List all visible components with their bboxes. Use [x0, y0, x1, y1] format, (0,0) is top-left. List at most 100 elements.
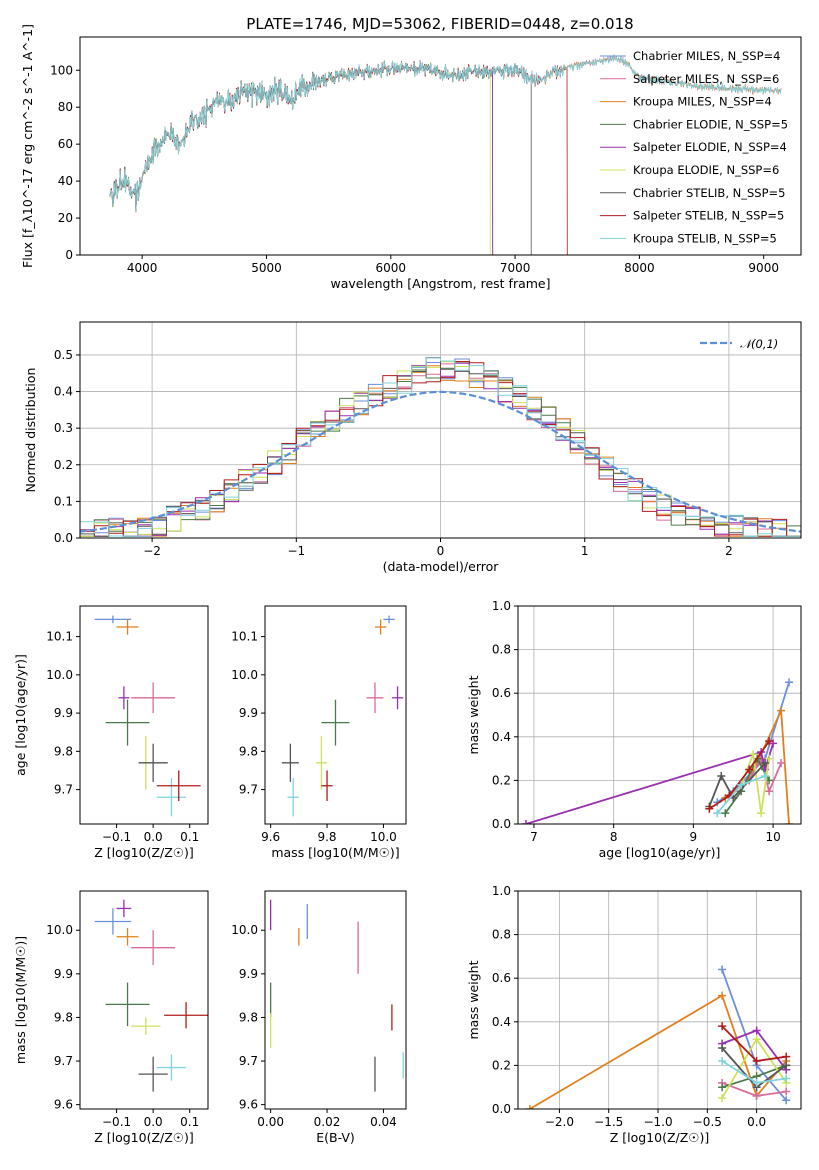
- x-tick-label: 0.00: [257, 1115, 284, 1129]
- y-tick-label: 10.0: [231, 668, 258, 682]
- x-tick-label: −2.0: [545, 1115, 574, 1129]
- x-tick-label: 9000: [748, 261, 779, 275]
- axes-frame: [517, 890, 802, 1110]
- axes-frame: [79, 36, 802, 256]
- x-tick-label: 9.8: [317, 830, 336, 844]
- x-tick-label: −0.1: [102, 830, 131, 844]
- x-tick-label: −0.5: [693, 1115, 722, 1129]
- plus-marker: [752, 1026, 761, 1035]
- age-vs-Z-axes: −0.1 0.0 0.1 9.7 9.8 9.9 10.0 10.1 Z [log10(Z/Z☉…: [13, 605, 209, 860]
- plus-marker: [745, 765, 754, 774]
- y-tick-label: 9.9: [239, 967, 258, 981]
- y-tick-label: 9.8: [239, 744, 258, 758]
- mass-vs-EBV-axes: 0.00 0.02 0.04 9.6 9.7 9.8 9.9 10.0 E(B-V): [231, 890, 407, 1145]
- axes-frame: [79, 605, 209, 825]
- y-tick-label: 0.6: [492, 971, 511, 985]
- plus-marker: [705, 804, 714, 813]
- x-tick-label: 5000: [251, 261, 282, 275]
- plus-marker: [737, 780, 746, 789]
- plus-marker: [785, 678, 794, 687]
- figure-title: PLATE=1746, MJD=53062, FIBERID=0448, z=0…: [246, 15, 633, 33]
- x-tick-label: 0.0: [144, 830, 163, 844]
- legend-label: Kroupa ELODIE, N_SSP=6: [633, 163, 779, 177]
- x-axis-label: age [log10(age/yr)]: [599, 845, 721, 860]
- spectrum-line: [109, 53, 782, 212]
- mass-weight-line: [525, 743, 774, 824]
- plus-marker: [749, 750, 758, 759]
- y-tick-label: 10.0: [231, 923, 258, 937]
- legend-label: 𝒩(0,1): [740, 337, 778, 351]
- mass-vs-EBV-panel: 0.00 0.02 0.04 9.6 9.7 9.8 9.9 10.0 E(B-V): [231, 890, 407, 1145]
- x-tick-label: 0.1: [180, 1115, 199, 1129]
- x-axis-label: (data-model)/error: [383, 559, 500, 574]
- axes-frame: [79, 890, 209, 1110]
- mass-weight-line: [708, 740, 770, 810]
- x-tick-label: 9.6: [261, 830, 280, 844]
- x-tick-label: 7: [530, 830, 538, 844]
- mass-vs-Z-plot-area: [94, 899, 208, 1092]
- residuals-axes: −2 −1 0 1 2 0.0 0.1 0.2 0.3 0.4 0.5 (data-model)/er…: [23, 321, 802, 574]
- plus-marker: [718, 1043, 727, 1052]
- x-axis-label: E(B-V): [316, 1130, 355, 1145]
- x-axis-label: Z [log10(Z/Z☉)]: [94, 1130, 194, 1145]
- plus-marker: [765, 737, 774, 746]
- massweight-vs-Z-plot-area: [525, 965, 791, 1109]
- y-tick-label: 0.2: [492, 1058, 511, 1072]
- x-axis-label: Z [log10(Z/Z☉)]: [610, 1130, 710, 1145]
- y-tick-label: 9.7: [239, 783, 258, 797]
- plus-marker: [752, 1078, 761, 1087]
- x-axis-label: Z [log10(Z/Z☉)]: [94, 845, 194, 860]
- mass-weight-line: [529, 994, 787, 1109]
- x-tick-label: −2: [143, 544, 161, 558]
- spectrum-line: [109, 61, 568, 255]
- x-tick-label: −1.0: [643, 1115, 672, 1129]
- y-tick-label: 9.8: [54, 744, 73, 758]
- x-axis-label: mass [log10(M/M☉)]: [271, 845, 399, 860]
- legend-label: Kroupa STELIB, N_SSP=5: [633, 231, 777, 245]
- mass-vs-Z-axes: −0.1 0.0 0.1 9.6 9.7 9.8 9.9 10.0 Z [log10(Z/Z☉)…: [13, 890, 209, 1145]
- age-vs-Z-panel: −0.1 0.0 0.1 9.7 9.8 9.9 10.0 10.1 Z [log10(Z/Z☉…: [13, 605, 209, 860]
- y-tick-label: 0.4: [492, 1015, 511, 1029]
- y-tick-label: 1.0: [492, 884, 511, 898]
- mass-vs-Z-panel: −0.1 0.0 0.1 9.6 9.7 9.8 9.9 10.0 Z [log10(Z/Z☉)…: [13, 890, 209, 1145]
- massweight-vs-Z-panel: −2.0 −1.5 −1.0 −0.5 0.0 0.0 0.2 0.4 0.6 0.8 1.0 Z […: [466, 884, 802, 1145]
- x-tick-label: −0.1: [102, 1115, 131, 1129]
- y-axis-label: mass [log10(M/M☉)]: [13, 936, 28, 1064]
- y-tick-label: 10.1: [231, 630, 258, 644]
- y-tick-label: 0.8: [492, 643, 511, 657]
- y-tick-label: 10.0: [46, 923, 73, 937]
- plus-marker: [782, 1074, 791, 1083]
- spectrum-plot-area: [109, 53, 782, 255]
- age-vs-mass-plot-area: [281, 615, 404, 817]
- plus-marker: [752, 1091, 761, 1100]
- y-axis-label: mass weight: [466, 960, 481, 1039]
- y-tick-label: 100: [50, 63, 73, 77]
- histogram-step: [80, 361, 801, 537]
- massweight-vs-Z-axes: −2.0 −1.5 −1.0 −0.5 0.0 0.0 0.2 0.4 0.6 0.8 1.0 Z […: [466, 884, 802, 1145]
- plus-marker: [785, 820, 794, 824]
- y-tick-label: 9.7: [54, 783, 73, 797]
- y-axis-label: age [log10(age/yr)]: [13, 654, 28, 776]
- y-tick-label: 80: [58, 100, 73, 114]
- y-tick-label: 0.5: [54, 348, 73, 362]
- x-tick-label: 0: [437, 544, 445, 558]
- normal-curve: [80, 390, 801, 533]
- y-tick-label: 0.3: [54, 421, 73, 435]
- age-vs-mass-axes: 9.6 9.8 10.0 9.7 9.8 9.9 10.0 10.1 mass [log10(M…: [231, 605, 407, 860]
- plus-marker: [718, 1057, 727, 1066]
- plus-marker: [718, 1022, 727, 1031]
- legend-label: Salpeter ELODIE, N_SSP=4: [633, 140, 787, 154]
- plus-marker: [761, 772, 770, 781]
- x-tick-label: 7000: [500, 261, 531, 275]
- panels: 4000 5000 6000 7000 8000 9000020406080100wave…: [13, 24, 802, 1145]
- plus-marker: [718, 1094, 727, 1103]
- x-tick-label: −1.5: [594, 1115, 623, 1129]
- x-tick-label: 0.0: [144, 1115, 163, 1129]
- legend-label: Chabrier MILES, N_SSP=4: [633, 49, 780, 63]
- plus-marker: [757, 809, 766, 818]
- massweight-vs-age-plot-area: [521, 678, 794, 824]
- y-tick-label: 10.1: [46, 630, 73, 644]
- x-tick-label: −1: [287, 544, 305, 558]
- plus-marker: [782, 1052, 791, 1061]
